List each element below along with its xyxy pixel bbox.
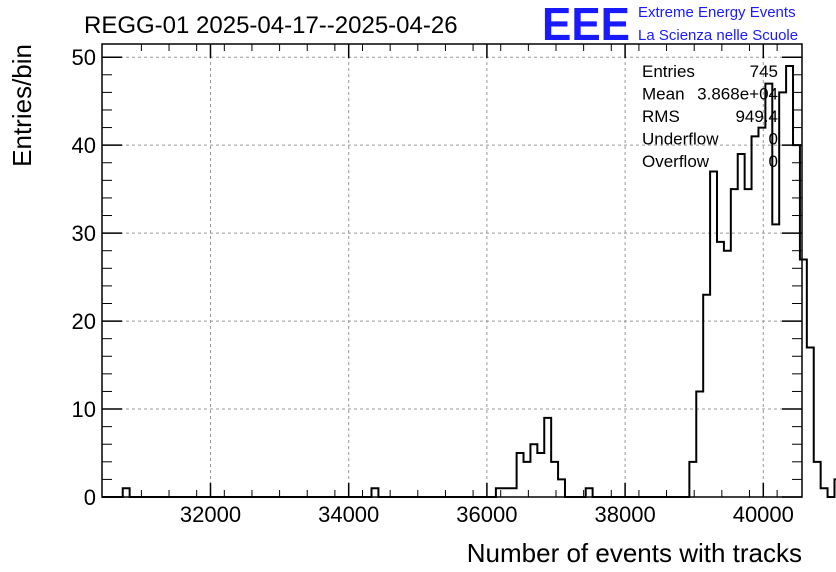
x-tick-label: 34000	[318, 502, 379, 527]
stats-box: Entries 745 Mean 3.868e+04 RMS 949.4 Underflow…	[642, 62, 778, 171]
plot-frame	[101, 43, 803, 498]
stats-value: 3.868e+04	[697, 85, 778, 104]
stats-value: 0	[769, 130, 778, 149]
logo-line-1: Extreme Energy Events	[638, 4, 796, 21]
histogram-series	[102, 64, 836, 498]
logo-line-2: La Scienza nelle Scuole	[638, 27, 798, 44]
stats-value: 949.4	[735, 107, 778, 126]
x-tick-label: 38000	[595, 502, 656, 527]
chart-title: REGG-01 2025-04-17--2025-04-26	[84, 12, 458, 39]
axis-ticks	[102, 44, 802, 498]
eee-logo-mark: EEE	[542, 0, 630, 50]
x-axis-label: Number of events with tracks	[467, 538, 802, 568]
stats-label: RMS	[642, 107, 680, 126]
stats-label: Entries	[642, 62, 695, 81]
stats-label: Underflow	[642, 130, 719, 149]
y-tick-label: 40	[72, 133, 96, 158]
x-tick-label: 32000	[180, 502, 241, 527]
tick-labels: 32000 34000 36000 38000 40000 0 10 20 30 40 50	[72, 45, 794, 527]
stats-label: Overflow	[642, 152, 710, 171]
y-tick-label: 50	[72, 45, 96, 70]
stats-label: Mean	[642, 85, 685, 104]
x-tick-label: 36000	[456, 502, 517, 527]
eee-logo: EEE Extreme Energy Events La Scienza nel…	[542, 0, 798, 50]
stats-value: 0	[769, 152, 778, 171]
stats-value: 745	[750, 62, 778, 81]
y-axis-label: Entries/bin	[7, 44, 37, 167]
y-tick-label: 20	[72, 309, 96, 334]
y-tick-label: 10	[72, 397, 96, 422]
grid-lines	[102, 44, 802, 497]
y-tick-label: 30	[72, 221, 96, 246]
x-tick-label: 40000	[733, 502, 794, 527]
y-tick-label: 0	[84, 485, 96, 510]
